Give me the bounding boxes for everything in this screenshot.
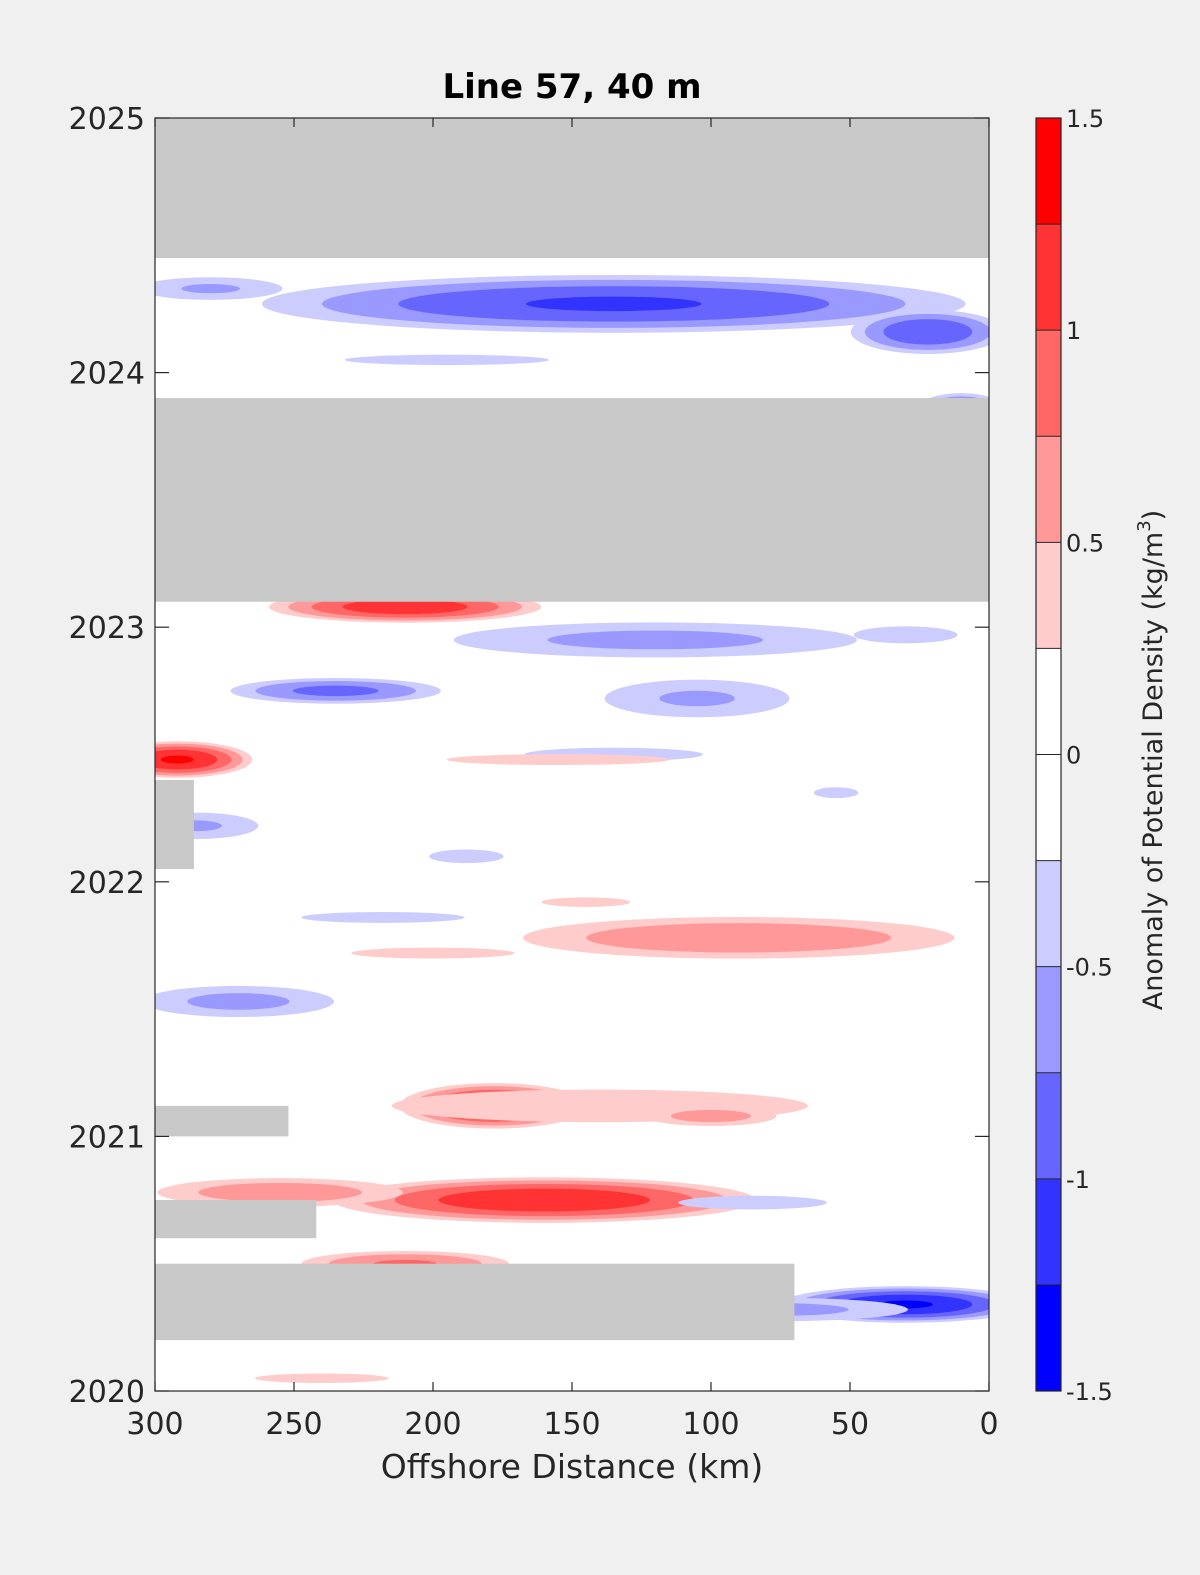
colorbar-label-end: ) — [1138, 510, 1169, 521]
colorbar-level — [1036, 1178, 1061, 1285]
contour-level — [187, 993, 290, 1010]
colorbar-tick-label: 0.5 — [1066, 529, 1104, 557]
colorbar-tick-label: 1.5 — [1066, 105, 1104, 133]
anomaly-negative-2 — [155, 277, 283, 300]
contour-level — [160, 755, 194, 764]
anomaly-negative-9 — [453, 622, 858, 658]
contour-level — [670, 1109, 752, 1123]
anomaly-negative-3 — [344, 354, 550, 366]
contour-level — [813, 787, 859, 799]
anomaly-negative-0 — [261, 274, 966, 333]
contour-level — [344, 354, 550, 366]
colorbar-ticks: 1.5 1 0.5 0 -0.5 -1 -1.5 — [1066, 105, 1113, 1406]
colorbar-frame — [1035, 117, 1062, 1392]
colorbar-level — [1036, 1072, 1061, 1179]
anomaly-positive-34 — [254, 1373, 389, 1384]
contour-level — [659, 690, 735, 707]
contour-level — [853, 626, 958, 644]
x-tick-label: 0 — [979, 1407, 998, 1442]
colorbar-level — [1036, 966, 1061, 1073]
no-data-region — [155, 1105, 289, 1137]
x-tick-label: 150 — [543, 1407, 600, 1442]
anomaly-negative-23 — [155, 985, 334, 1018]
anomaly-positive-27 — [332, 1177, 756, 1223]
x-axis-label: Offshore Distance (km) — [381, 1447, 763, 1486]
axis-ticks: 300 250 200 150 100 50 0 2020 2021 2022 2023 2024 20… — [69, 102, 999, 1442]
contour-level — [438, 1188, 650, 1212]
contour-level — [446, 754, 670, 766]
contour-level — [429, 849, 504, 864]
anomaly-negative-11 — [853, 626, 958, 644]
no-data-regions — [155, 118, 989, 1404]
anomaly-negative-16 — [155, 812, 259, 839]
anomaly-negative-17 — [813, 787, 859, 799]
anomaly-positive-13 — [155, 741, 253, 778]
colorbar-level — [1036, 330, 1061, 437]
contour-level — [541, 897, 631, 907]
anomaly-negative-12 — [230, 678, 441, 704]
colorbar-level — [1036, 860, 1061, 967]
anomaly-negative-1 — [850, 309, 989, 354]
colorbar-label: Anomaly of Potential Density (kg/m3) — [1134, 510, 1169, 1010]
colorbar-tick-label: 1 — [1066, 317, 1081, 345]
x-tick-label: 50 — [831, 1407, 869, 1442]
anomaly-positive-19 — [351, 947, 515, 959]
colorbar-tick-label: -1.5 — [1066, 1378, 1113, 1406]
contour-level — [292, 685, 379, 697]
colorbar-level — [1036, 118, 1061, 225]
anomaly-positive-28 — [157, 1178, 403, 1207]
contour-level — [254, 1373, 389, 1384]
anomaly-positive-26 — [645, 1106, 777, 1127]
colorbar-level — [1036, 224, 1061, 331]
y-tick-label: 2024 — [69, 357, 145, 392]
anomaly-positive-21 — [541, 897, 631, 907]
anomaly-negative-30 — [678, 1195, 827, 1210]
contour-level — [198, 1182, 362, 1202]
y-tick-label: 2025 — [69, 102, 145, 137]
y-tick-label: 2020 — [69, 1375, 145, 1410]
anomaly-negative-20 — [301, 912, 465, 923]
colorbar-label-main: Anomaly of Potential Density (kg/m — [1138, 532, 1169, 1010]
contour-level — [342, 599, 468, 615]
colorbar-tick-label: 0 — [1066, 742, 1081, 770]
colorbar — [1035, 117, 1062, 1392]
anomaly-negative-18 — [429, 849, 504, 864]
contour-level — [547, 630, 764, 650]
colorbar-level — [1036, 754, 1061, 861]
contour-level — [678, 1195, 827, 1210]
contour-level — [301, 912, 465, 923]
x-tick-label: 250 — [265, 1407, 322, 1442]
no-data-region — [155, 1396, 989, 1404]
contour-level — [351, 947, 515, 959]
colorbar-level — [1036, 542, 1061, 649]
colorbar-tick-label: -0.5 — [1066, 954, 1113, 982]
x-tick-label: 200 — [404, 1407, 461, 1442]
no-data-region — [155, 118, 989, 259]
y-tick-label: 2022 — [69, 866, 145, 901]
contour-level — [586, 923, 892, 953]
contour-level — [525, 296, 702, 312]
no-data-region — [155, 1200, 317, 1239]
no-data-region — [155, 779, 194, 870]
x-tick-label: 100 — [682, 1407, 739, 1442]
no-data-region — [155, 1263, 795, 1341]
colorbar-level — [1036, 648, 1061, 755]
colorbar-tick-label: -1 — [1066, 1166, 1090, 1194]
y-tick-label: 2021 — [69, 1120, 145, 1155]
contour-level — [181, 283, 240, 294]
colorbar-label-sup: 3 — [1134, 520, 1155, 531]
colorbar-level — [1036, 436, 1061, 543]
anomaly-positive-22 — [523, 917, 955, 959]
colorbar-level — [1036, 1284, 1061, 1391]
x-tick-label: 300 — [126, 1407, 183, 1442]
y-tick-label: 2023 — [69, 611, 145, 646]
anomaly-negative-10 — [604, 679, 790, 718]
contour-level — [883, 319, 973, 345]
anomaly-positive-15 — [446, 754, 670, 766]
chart-title: Line 57, 40 m — [442, 67, 701, 107]
no-data-region — [155, 398, 989, 602]
